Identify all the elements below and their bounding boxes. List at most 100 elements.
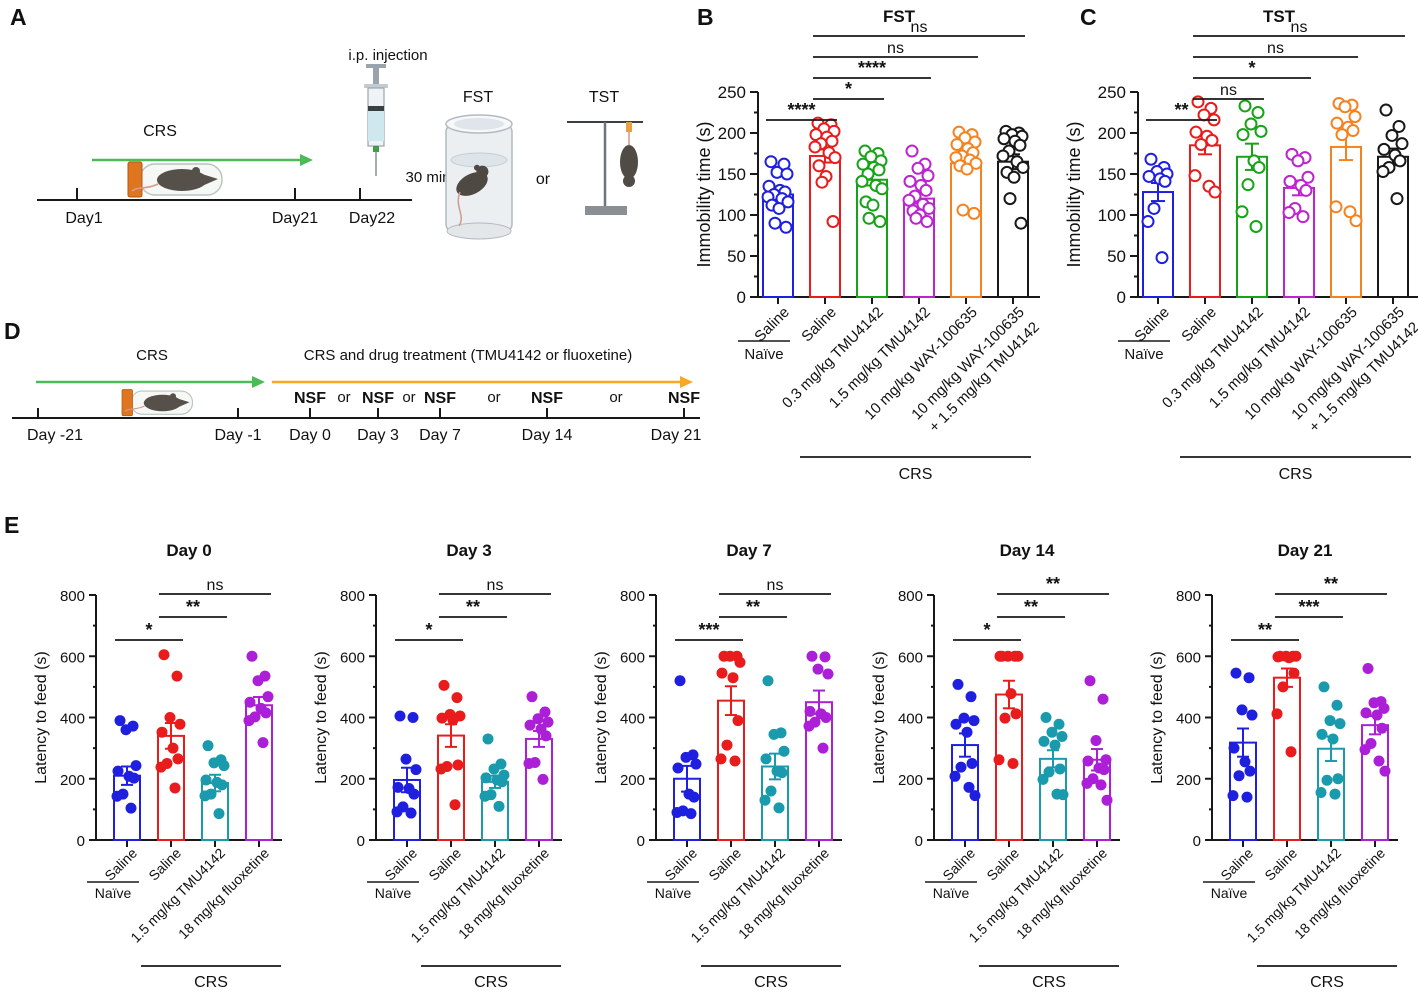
delay-label: 30 min <box>405 169 450 186</box>
sig-label: ** <box>1324 574 1338 594</box>
data-point <box>855 174 869 188</box>
sig-label: * <box>425 620 432 640</box>
naive-label: Naïve <box>1211 885 1248 901</box>
bar-group <box>1359 663 1391 841</box>
sig-label: **** <box>787 100 815 120</box>
y-tick-label: 800 <box>340 588 365 605</box>
bar-group <box>949 678 981 841</box>
x-group-label: Saline <box>939 845 978 884</box>
data-point <box>779 220 793 234</box>
y-axis-label: Immobility time (s) <box>694 121 714 267</box>
data-point <box>1376 722 1388 734</box>
y-tick-label: 800 <box>620 588 645 605</box>
naive-label: Naïve <box>95 885 132 901</box>
data-point <box>965 691 977 703</box>
data-point <box>112 765 124 777</box>
y-axis-label: Latency to feed (s) <box>33 651 50 784</box>
data-point <box>407 712 419 723</box>
y-tick-label: 800 <box>60 588 85 605</box>
data-point <box>778 745 790 757</box>
crs-span-label: CRS <box>474 974 508 991</box>
data-point <box>1316 728 1328 740</box>
data-point <box>1288 667 1300 679</box>
sig-label: ns <box>1220 82 1237 99</box>
data-point <box>174 718 186 730</box>
data-point <box>400 753 412 765</box>
sig-label: ns <box>767 577 784 594</box>
sig-label: ** <box>186 597 200 617</box>
data-point <box>540 730 552 742</box>
data-point <box>167 742 179 754</box>
data-point <box>1043 766 1055 778</box>
data-point <box>690 758 702 770</box>
data-point <box>1081 777 1093 789</box>
nsf-label: NSF <box>424 390 456 407</box>
data-point <box>1362 663 1374 674</box>
panel-label-a: A <box>10 4 27 30</box>
data-point <box>493 800 505 812</box>
bar-group <box>808 116 842 298</box>
data-point <box>1007 757 1019 769</box>
bar-group <box>715 650 746 841</box>
data-point <box>394 710 406 722</box>
data-point <box>1097 693 1109 705</box>
y-tick-label: 400 <box>898 711 923 728</box>
sig-label: ** <box>1258 620 1272 640</box>
data-point <box>449 799 461 811</box>
chart-svg-e3: Day 7 Latency to feed (s) 0 200 400 600 800 Sal… <box>593 541 842 991</box>
sig-label: ** <box>1046 574 1060 594</box>
y-tick-label: 800 <box>1176 588 1201 605</box>
mouse-restrainer-icon <box>127 161 223 198</box>
day22-label: Day22 <box>349 210 395 227</box>
data-point <box>780 167 794 181</box>
chart-svg-b: FST Immobility time (s) 0 50 100 150 200 250 Sal… <box>694 7 1043 483</box>
sig-label: ns <box>887 40 904 57</box>
data-point <box>451 692 463 704</box>
data-point <box>169 782 181 794</box>
data-point <box>1241 178 1255 192</box>
bar-group <box>1188 95 1222 298</box>
sig-label: ** <box>1024 597 1038 617</box>
data-point <box>920 215 934 229</box>
y-tick-label: 0 <box>737 288 746 307</box>
y-tick-label: 0 <box>1193 833 1201 850</box>
data-point <box>866 198 880 212</box>
day-tick-label: Day 21 <box>651 427 702 444</box>
data-point <box>806 650 818 662</box>
data-point <box>542 716 554 728</box>
y-tick-label: 150 <box>718 165 746 184</box>
data-point <box>1141 215 1155 229</box>
data-point <box>804 705 816 717</box>
sig-label: ** <box>1174 100 1188 120</box>
naive-label: Naïve <box>1124 346 1163 363</box>
sig-label: **** <box>858 58 886 78</box>
data-point <box>1056 730 1068 742</box>
data-point <box>1330 116 1344 130</box>
crs-arrow <box>36 376 265 388</box>
y-tick-label: 600 <box>898 649 923 666</box>
day-tick-label: Day 3 <box>357 427 399 444</box>
x-group-label: Saline <box>798 304 840 346</box>
data-point <box>1324 715 1336 727</box>
naive-label: Naïve <box>744 346 783 363</box>
data-point <box>902 193 916 207</box>
data-point <box>759 794 771 806</box>
y-tick-label: 50 <box>1107 247 1126 266</box>
data-point <box>911 161 925 175</box>
data-point <box>218 760 230 772</box>
data-point <box>1299 183 1313 197</box>
data-point <box>1038 735 1050 747</box>
data-point <box>1271 708 1283 720</box>
sig-label: *** <box>1298 597 1319 617</box>
data-point <box>1238 99 1252 113</box>
data-point <box>523 757 535 769</box>
y-tick-label: 800 <box>898 588 923 605</box>
bar-group <box>1141 152 1174 298</box>
data-point <box>1101 794 1113 806</box>
data-point <box>828 151 842 165</box>
data-point <box>524 719 536 731</box>
x-group-label: Saline <box>101 845 140 884</box>
data-point <box>246 650 258 662</box>
data-point <box>1046 726 1058 738</box>
data-point <box>721 739 733 751</box>
